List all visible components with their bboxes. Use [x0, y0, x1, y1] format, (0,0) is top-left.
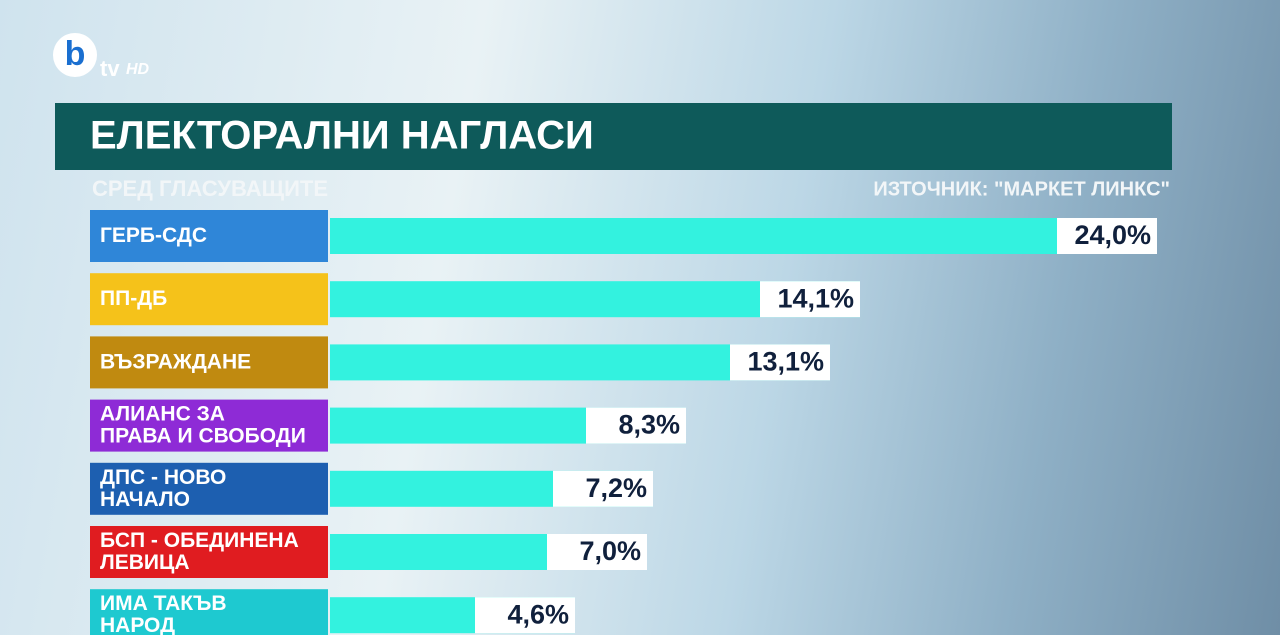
value-box [1057, 218, 1157, 254]
chart-title: ЕЛЕКТОРАЛНИ НАГЛАСИ [90, 114, 594, 158]
value-box [730, 344, 830, 381]
logo-circle [53, 33, 97, 77]
category-label: ДПС - НОВО НАЧАЛО [100, 465, 226, 510]
value-box [586, 407, 686, 444]
value-label: 13,1% [747, 347, 824, 377]
value-box [760, 281, 860, 318]
title-bar [55, 103, 1172, 170]
category-label: ИМА ТАКЪВ НАРОД [100, 592, 227, 635]
value-box [553, 470, 653, 507]
category-label: ВЪЗРАЖДАНЕ [100, 350, 251, 373]
category-box [90, 210, 328, 262]
value-label: 14,1% [777, 283, 854, 313]
category-label: БСП - ОБЕДИНЕНА ЛЕВИЦА [100, 529, 299, 574]
value-box [475, 597, 575, 634]
logo-quality: HD [126, 61, 150, 78]
source: ИЗТОЧНИК: "МАРКЕТ ЛИНКС" [873, 178, 1170, 200]
value-box [547, 534, 647, 570]
category-label: АЛИАНС ЗА ПРАВА И СВОБОДИ [100, 402, 306, 447]
value-label: 4,6% [507, 599, 569, 629]
value-label: 8,3% [618, 410, 680, 440]
bar [330, 218, 1157, 254]
value-label: 7,2% [585, 473, 647, 503]
value-label: 24,0% [1074, 220, 1151, 250]
category-box [90, 399, 328, 452]
category-box [90, 526, 328, 578]
category-label: ПП-ДБ [100, 287, 167, 310]
logo-brand: b [65, 35, 86, 73]
category-box [90, 462, 328, 515]
category-label: ГЕРБ-СДС [100, 224, 207, 247]
value-label: 7,0% [579, 536, 641, 566]
category-box [90, 336, 328, 389]
category-box [90, 589, 328, 635]
category-box [90, 273, 328, 326]
logo-channel: tv [100, 56, 120, 81]
subtitle: СРЕД ГЛАСУВАЩИТЕ [92, 176, 328, 201]
